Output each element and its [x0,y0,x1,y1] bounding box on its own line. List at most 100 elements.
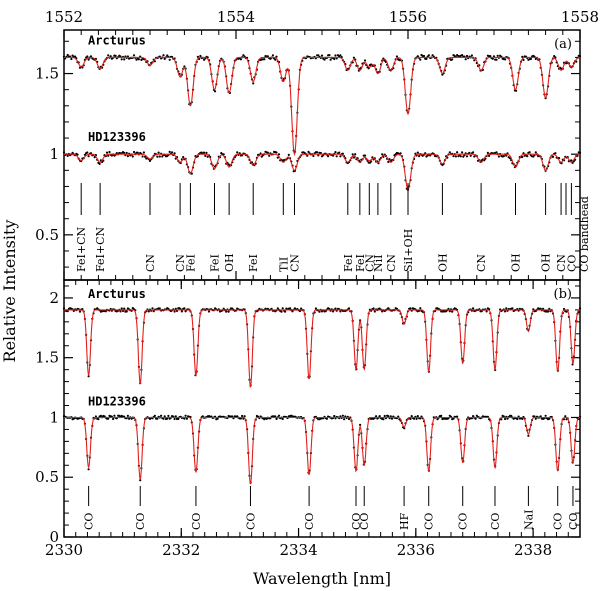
data-point [469,154,472,157]
data-point [180,310,183,313]
data-point [86,151,89,154]
data-point [317,54,320,57]
line-id-label: CO [565,255,578,272]
data-point [526,155,529,158]
data-point [341,152,344,155]
line-id-label: CO [83,513,96,530]
data-point [123,58,126,61]
data-point [472,415,475,418]
panel-label: (b) [554,287,572,302]
data-point [62,151,66,154]
data-point [153,60,156,63]
data-point [276,156,279,159]
y-tick-label: 2 [49,289,59,307]
line-id-label: CO [134,513,147,530]
line-id-label: CN [288,254,301,272]
data-point [97,418,100,421]
data-point [539,415,542,418]
x-tick-label: 2334 [279,541,317,559]
data-point [163,57,166,61]
data-point [126,155,129,158]
y-tick-label: 0.5 [35,226,59,244]
data-point [496,54,499,57]
data-point [87,155,90,158]
data-point [112,417,115,421]
panel-label: (a) [554,37,572,52]
data-point [125,310,128,313]
bandhead-label: CO bandhead [578,196,591,272]
data-point [427,54,430,57]
data-point [522,58,525,62]
data-point [148,159,152,162]
data-point [205,151,208,154]
data-point [419,58,422,61]
data-point [352,56,355,59]
data-point [500,418,503,421]
line-id-label: OH [540,253,553,272]
data-point [158,155,161,158]
data-point [448,151,451,154]
data-point [123,151,126,154]
data-point [334,151,337,154]
data-point [338,151,341,154]
data-point [339,155,342,158]
y-axis-title: Relative Intensity [0,220,19,363]
data-point [66,53,69,57]
data-point [341,414,344,417]
data-point [551,155,555,158]
line-id-label: CN [555,254,568,272]
data-point [107,54,110,57]
data-point [142,151,145,154]
x-axis-title: Wavelength [nm] [253,569,391,588]
data-point [325,417,328,420]
data-point [425,57,428,61]
y-tick-label: 0.5 [35,468,59,486]
data-point [291,310,294,313]
data-point [289,307,292,310]
data-point [227,310,230,313]
x-tick-label: 1558 [561,8,599,26]
data-point [515,89,518,92]
data-point [284,310,287,313]
data-point [216,417,219,420]
line-id-label: CN [174,254,187,272]
data-point [544,414,547,417]
data-point [409,417,412,420]
data-point [436,418,439,421]
data-point [461,151,464,154]
data-point [375,415,378,418]
line-id-label: FeI [342,254,355,272]
data-point [339,310,342,313]
data-point [76,153,79,156]
data-point [381,153,384,156]
data-point [167,414,170,417]
data-point [196,55,199,58]
line-id-label: CN [385,254,398,272]
line-id-label: HF [398,512,411,530]
data-point [298,309,301,313]
data-point [472,151,475,154]
data-point [177,417,180,420]
data-point [156,417,159,420]
data-point [316,151,319,154]
data-point [335,155,338,158]
data-point [314,307,317,310]
data-point [239,58,242,61]
data-point [173,417,176,421]
data-point [415,417,418,420]
data-point [277,414,281,417]
data-point [66,310,69,313]
data-point [570,159,573,162]
data-point [352,156,355,159]
data-point [266,151,269,154]
data-point [318,310,321,313]
data-point [109,55,112,58]
data-point [62,307,66,310]
data-point [473,59,476,62]
line-id-label: FeI+CN [94,226,107,272]
data-point [287,153,290,156]
data-point [527,434,530,437]
data-point [147,310,150,313]
line-id-label: OH [436,253,449,272]
